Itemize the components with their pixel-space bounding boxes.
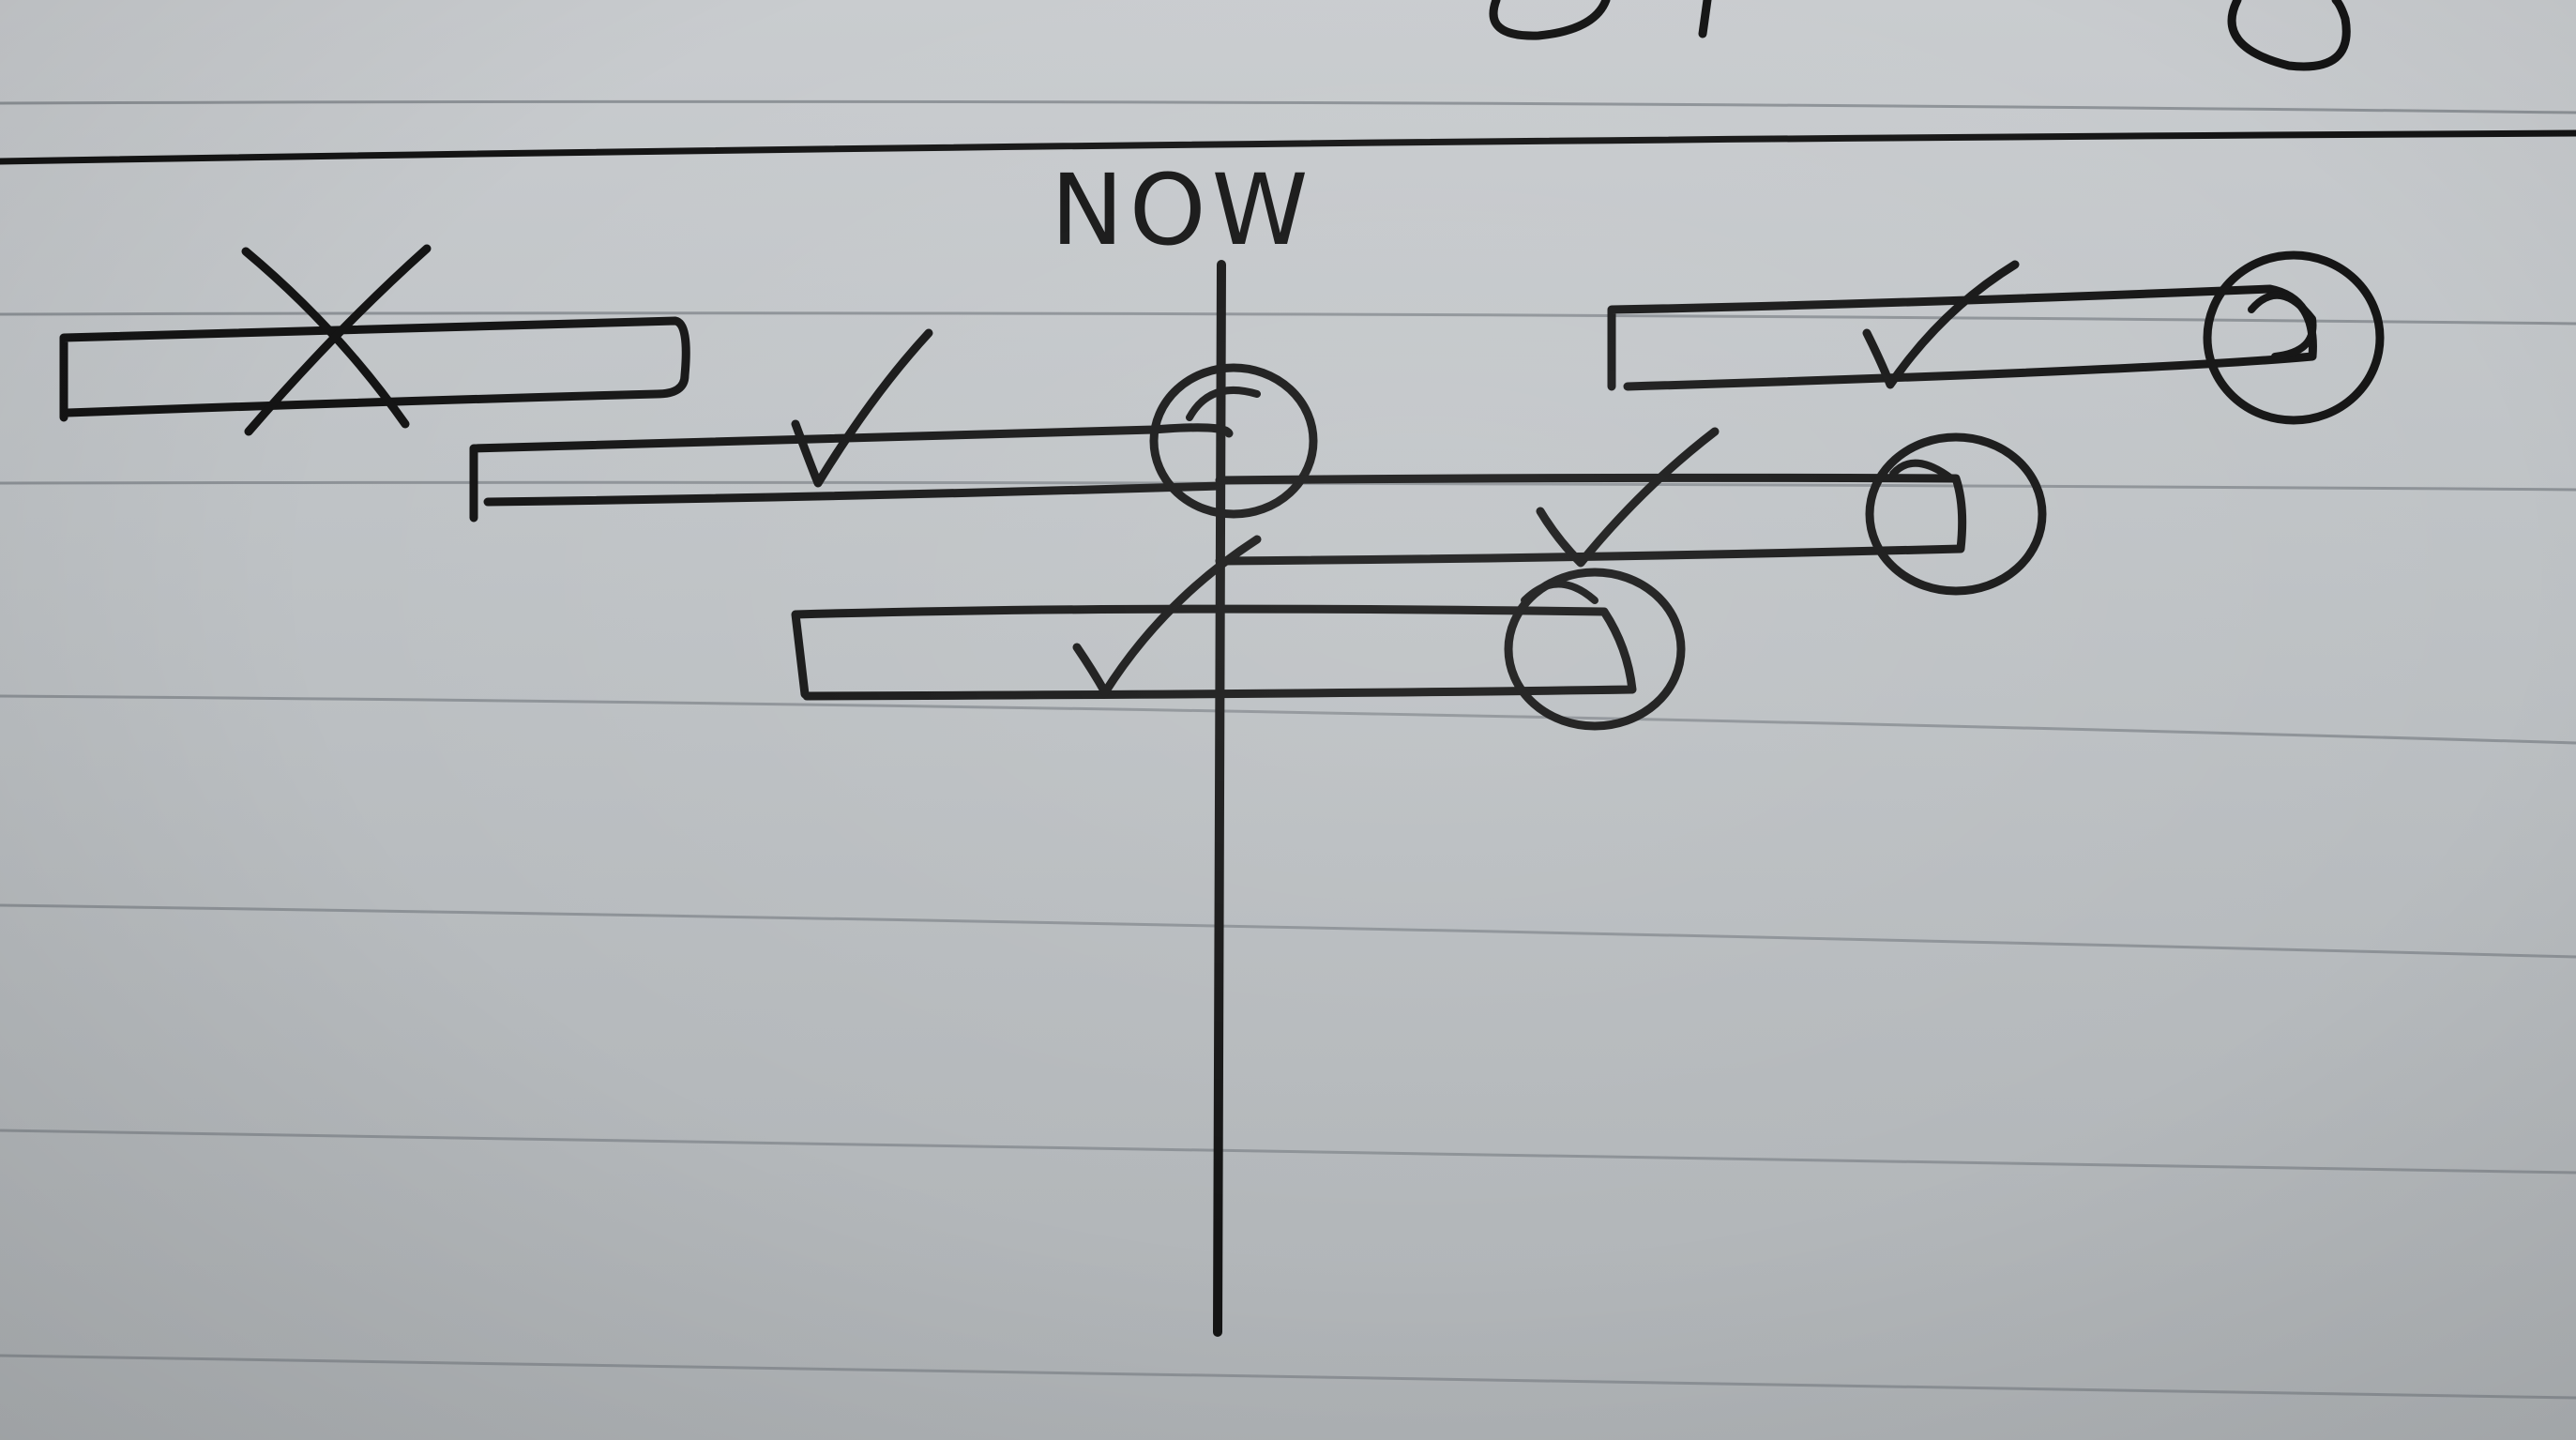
check-mark <box>1862 260 2020 389</box>
end-circle <box>1149 363 1318 519</box>
bar-4 <box>1215 427 2047 596</box>
bar-5 <box>791 535 1686 731</box>
cross-mark <box>241 244 432 436</box>
bar-1 <box>59 244 690 436</box>
end-circle <box>2203 250 2385 425</box>
bar-outline <box>791 604 1637 701</box>
ruled-line <box>0 1129 2576 1175</box>
ruled-line <box>0 311 2576 326</box>
bar-outline <box>469 423 1234 523</box>
ruled-line <box>0 903 2576 959</box>
ruled-line <box>0 99 2576 114</box>
check-mark <box>1536 427 1720 568</box>
now-label: NOW <box>1051 153 1314 267</box>
bar-2 <box>469 328 1318 523</box>
check-mark <box>791 328 933 488</box>
cropped-handwriting <box>1489 0 2351 71</box>
ruled-line <box>0 694 2576 745</box>
check-mark <box>1072 535 1262 697</box>
now-axis <box>1213 260 1226 1337</box>
ruled-line <box>0 1354 2576 1400</box>
bar-outline <box>1215 473 1967 566</box>
top-rule-line <box>0 129 2576 165</box>
bar-3 <box>1607 250 2385 425</box>
end-circle <box>1504 568 1686 731</box>
now-axis-line <box>1213 260 1226 1337</box>
bar-outline <box>59 316 690 422</box>
end-circle <box>1865 432 2047 596</box>
